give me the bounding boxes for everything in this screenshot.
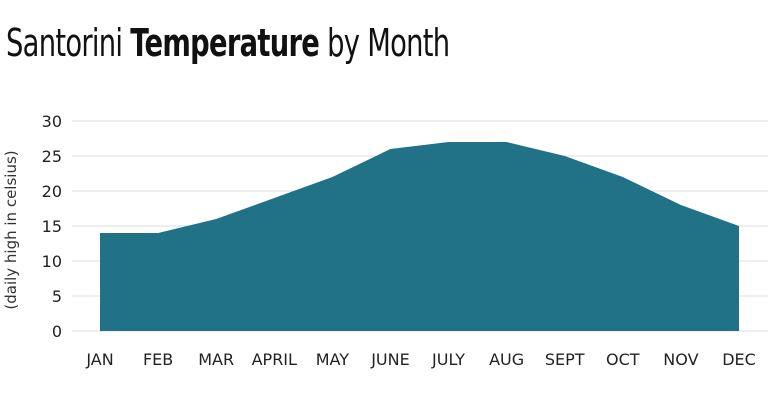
- y-tick-label: 25: [42, 147, 62, 166]
- x-tick-label: JAN: [85, 350, 113, 369]
- x-tick-label: NOV: [663, 350, 698, 369]
- y-tick-label: 10: [42, 252, 62, 271]
- x-tick-label: MAR: [198, 350, 234, 369]
- x-tick-label: APRIL: [252, 350, 297, 369]
- x-tick-label: AUG: [489, 350, 524, 369]
- x-tick-label: MAY: [316, 350, 350, 369]
- y-tick-label: 0: [52, 322, 62, 341]
- y-tick-label: 5: [52, 287, 62, 306]
- x-tick-label: JULY: [431, 350, 465, 369]
- x-tick-label: SEPT: [545, 350, 585, 369]
- chart-title-prefix: Santorini: [6, 21, 131, 65]
- y-tick-label: 30: [42, 112, 62, 131]
- x-tick-label: DEC: [722, 350, 756, 369]
- chart-title-suffix: by Month: [319, 21, 450, 65]
- x-tick-label: OCT: [606, 350, 640, 369]
- temperature-area: [100, 142, 739, 331]
- x-tick-label: JUNE: [370, 350, 410, 369]
- y-axis-label: (daily high in celsius): [2, 150, 20, 309]
- y-axis-ticks: 0 5 10 15 20 25 30: [42, 112, 62, 341]
- chart-title: Santorini Temperature by Month: [6, 21, 450, 66]
- chart-title-emphasis: Temperature: [130, 21, 320, 65]
- y-tick-label: 20: [42, 182, 62, 201]
- y-tick-label: 15: [42, 217, 62, 236]
- x-tick-label: FEB: [143, 350, 173, 369]
- x-axis-ticks: JAN FEB MAR APRIL MAY JUNE JULY AUG SEPT OCT NOV DE…: [85, 350, 755, 369]
